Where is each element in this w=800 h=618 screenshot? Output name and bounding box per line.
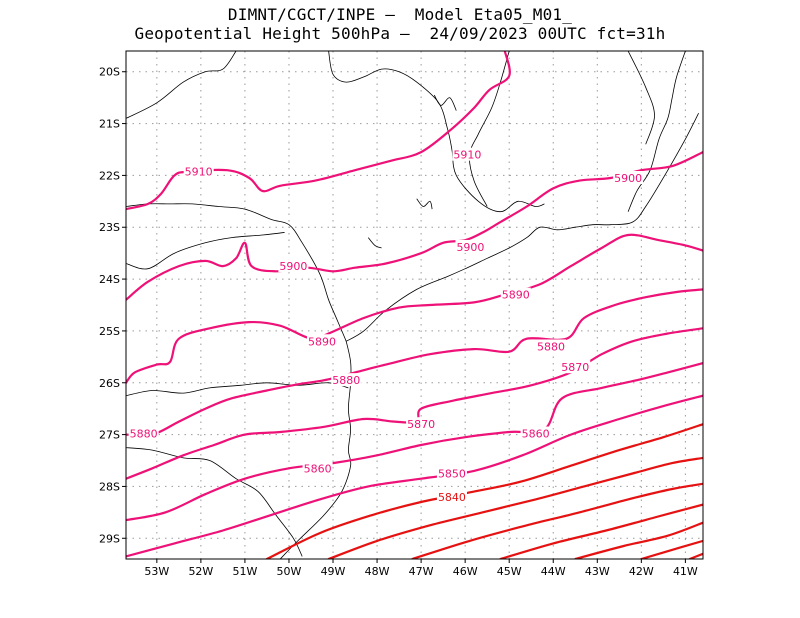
contour-label-5860: 5860: [522, 428, 550, 441]
contour-5910: [126, 51, 511, 211]
contour-label-bg: [331, 373, 362, 387]
contour-5800: [574, 521, 703, 559]
contour-label-5870: 5870: [561, 361, 589, 374]
contour-label-bg: [436, 489, 467, 503]
contour-label-bg: [613, 171, 644, 184]
contour-5890: [126, 233, 703, 384]
x-tick-label: 49W: [321, 565, 346, 578]
contour-5870: [126, 327, 703, 480]
coastline-segment: [433, 94, 457, 111]
contour-label-5840: 5840: [438, 491, 466, 504]
coastline-segment: [126, 232, 285, 270]
contour-label-bg: [302, 461, 333, 475]
contour-label-5870: 5870: [407, 418, 435, 431]
contour-lines: [126, 51, 703, 559]
x-tick-label: 48W: [365, 565, 390, 578]
contour-label-bg: [500, 287, 531, 301]
coastline-segment: [346, 113, 699, 342]
x-tick-label: 50W: [277, 565, 302, 578]
contour-label-5880: 5880: [537, 340, 565, 353]
y-tick-label: 22S: [99, 169, 120, 182]
contour-label-bg: [520, 426, 551, 440]
contour-label-bg: [183, 164, 214, 178]
x-tick-label: 47W: [409, 565, 434, 578]
contour-label-5890: 5890: [308, 335, 336, 348]
x-tick-label: 53W: [144, 565, 169, 578]
contour-label-bg: [128, 426, 159, 440]
contour-label-bg: [452, 147, 483, 161]
y-tick-label: 29S: [99, 532, 120, 545]
x-tick-label: 42W: [629, 565, 654, 578]
y-tick-label: 23S: [99, 221, 120, 234]
coastline-segment: [126, 203, 347, 342]
contour-label-bg: [560, 360, 591, 374]
coastline-segment: [126, 51, 237, 119]
contour-label-bg: [436, 466, 467, 480]
coastline-segment: [469, 51, 510, 207]
contour-label-5900: 5900: [456, 241, 484, 254]
contour-label-bg: [406, 417, 437, 431]
contour-label-5900: 5900: [614, 172, 642, 185]
y-tick-label: 26S: [99, 377, 120, 390]
chart-title-line1: DIMNT/CGCT/INPE – Model Eta05_M01_: [227, 5, 573, 24]
coastline-segment: [126, 447, 303, 557]
contour-label-bg: [278, 259, 309, 273]
y-tick-label: 21S: [99, 118, 120, 131]
x-tick-label: 46W: [453, 565, 478, 578]
x-tick-label: 51W: [232, 565, 257, 578]
x-tick-label: 45W: [497, 565, 522, 578]
contour-5850: [126, 394, 703, 558]
y-tick-label: 27S: [99, 429, 120, 442]
contour-5830: [327, 456, 703, 559]
x-tick-label: 44W: [541, 565, 566, 578]
map-frame: [125, 50, 704, 560]
coastline-segment: [367, 237, 382, 249]
contour-label-bg: [455, 239, 486, 253]
contour-label-bg: [307, 334, 338, 348]
y-tick-label: 20S: [99, 66, 120, 79]
contour-label-5910: 5910: [453, 149, 481, 162]
contour-5880: [126, 288, 703, 437]
x-tick-label: 43W: [585, 565, 610, 578]
y-tick-label: 25S: [99, 325, 120, 338]
contour-label-bg: [536, 339, 567, 353]
coastline-segment: [126, 382, 349, 397]
contour-5860: [126, 362, 703, 522]
chart-title-line2: Geopotential Height 500hPa – 24/09/2023 …: [134, 24, 666, 43]
contour-labels: 5910 5910 5900 5900 5900 5890 5890 5880 5880 5880…: [128, 147, 644, 504]
map-grid: [126, 51, 703, 559]
contour-5900: [126, 151, 703, 301]
contour-5780: [688, 552, 703, 559]
coastline-segment: [627, 51, 655, 145]
contour-label-5860: 5860: [304, 462, 332, 475]
x-tick-label: 52W: [188, 565, 213, 578]
contour-label-5890: 5890: [502, 289, 530, 302]
contour-5810: [499, 503, 703, 559]
contour-label-5850: 5850: [438, 467, 466, 480]
y-tick-label: 28S: [99, 480, 120, 493]
contour-5820: [411, 482, 703, 559]
contour-label-5880: 5880: [130, 428, 158, 441]
axis-ticks: 53W 52W 51W 50W 49W 48W 47W 46W 45W 44W 43W 42W 41W 2…: [99, 66, 698, 578]
y-tick-label: 24S: [99, 273, 120, 286]
contour-label-5900: 5900: [279, 260, 307, 273]
coastlines-and-borders: [126, 51, 699, 559]
contour-5840: [265, 423, 703, 559]
contour-5790: [640, 539, 703, 559]
x-tick-label: 41W: [673, 565, 698, 578]
coastline-segment: [328, 51, 545, 213]
coastline-segment: [627, 51, 686, 212]
contour-label-5880: 5880: [332, 374, 360, 387]
contour-label-5910: 5910: [185, 165, 213, 178]
coastline-segment: [416, 198, 433, 210]
